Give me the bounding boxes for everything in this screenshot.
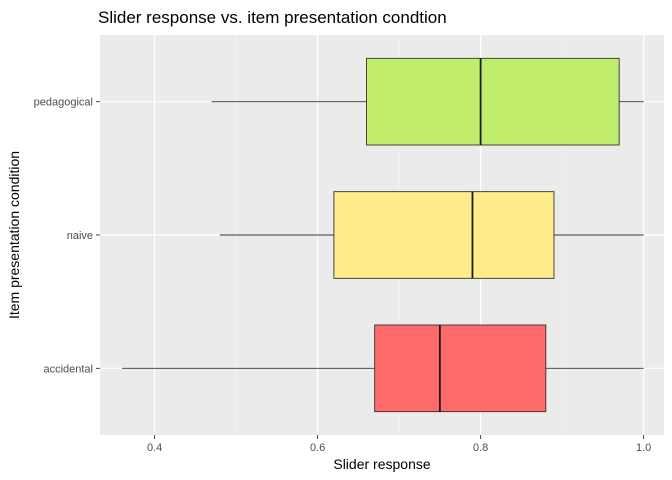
y-tick-label: pedagogical (34, 97, 93, 109)
box-iqr (374, 324, 547, 413)
boxes (122, 57, 644, 413)
x-tick-label: 0.8 (473, 442, 488, 454)
x-axis-title: Slider response (333, 456, 430, 472)
x-tick-label: 0.6 (310, 442, 325, 454)
box-iqr (366, 57, 620, 146)
box-naive (219, 191, 644, 279)
y-axis: accidental naive pedagogical (34, 97, 100, 375)
y-axis-title: Item presentation condition (6, 151, 22, 319)
x-tick-label: 1.0 (636, 442, 651, 454)
box-pedagogical (211, 57, 644, 146)
chart-title: Slider response vs. item presentation co… (98, 8, 447, 27)
x-axis: 0.4 0.6 0.8 1.0 (147, 435, 651, 454)
box-accidental (122, 324, 644, 413)
x-tick-label: 0.4 (147, 442, 162, 454)
box-iqr (333, 191, 555, 279)
y-tick-label: accidental (43, 363, 93, 375)
y-tick-label: naive (67, 230, 93, 242)
